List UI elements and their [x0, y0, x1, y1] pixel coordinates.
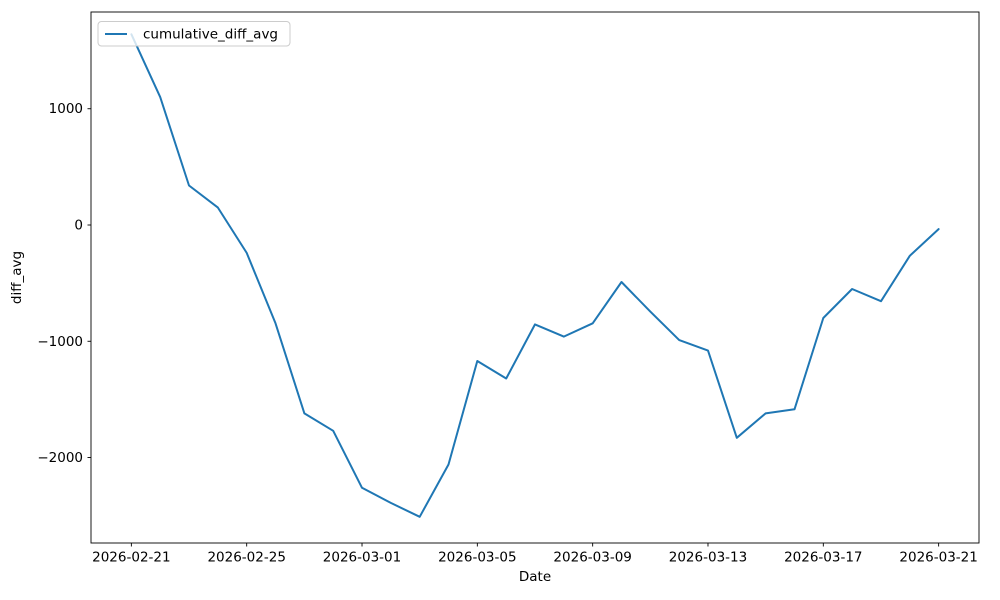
x-tick-label: 2026-02-25 — [207, 550, 285, 566]
x-axis-ticks: 2026-02-21 2026-02-25 2026-03-01 2026-03-05… — [92, 543, 978, 566]
x-tick-label: 2026-03-01 — [323, 550, 401, 566]
x-tick-label: 2026-03-17 — [784, 550, 862, 566]
x-axis-label: Date — [519, 569, 551, 585]
y-tick-label: −2000 — [37, 450, 83, 466]
x-tick-label: 2026-02-21 — [92, 550, 170, 566]
legend-box — [97, 21, 291, 47]
x-tick-label: 2026-03-05 — [438, 550, 516, 566]
legend-label: cumulative_diff_avg — [143, 27, 278, 43]
y-tick-label: 1000 — [49, 101, 83, 117]
y-axis-label: diff_avg — [9, 251, 25, 304]
series-line — [130, 33, 940, 518]
plot-area — [90, 11, 980, 544]
x-tick-label: 2026-03-21 — [899, 550, 977, 566]
legend: cumulative_diff_avg — [97, 21, 291, 47]
y-axis-ticks: 1000 0 −1000 −2000 — [37, 101, 91, 466]
y-tick-label: −1000 — [37, 334, 83, 350]
x-tick-label: 2026-03-13 — [669, 550, 747, 566]
x-tick-label: 2026-03-09 — [553, 550, 631, 566]
y-tick-label: 0 — [74, 218, 83, 234]
